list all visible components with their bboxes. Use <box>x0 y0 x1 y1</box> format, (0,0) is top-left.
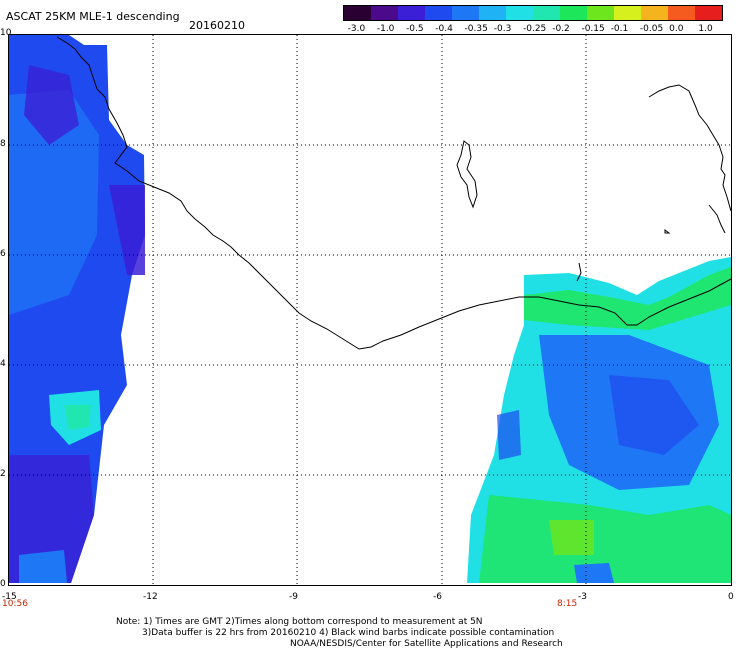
colorbar-label: -3.0 <box>347 24 366 34</box>
colorbar-segment <box>425 6 453 20</box>
map-area <box>8 34 732 586</box>
colorbar-segment <box>533 6 561 20</box>
time-left: 10:56 <box>2 599 28 609</box>
lat-tick-10: 10 <box>0 28 12 38</box>
colorbar-segment <box>641 6 669 20</box>
note-line-1: Note: 1) Times are GMT 2)Times along bot… <box>116 617 483 627</box>
lat-tick-4: 4 <box>0 359 6 369</box>
right-swath <box>467 257 731 583</box>
time-right: 8:15 <box>557 599 578 609</box>
colorbar-segment <box>695 6 722 20</box>
colorbar-label: -1.0 <box>376 24 395 34</box>
colorbar-label: -0.35 <box>464 24 488 34</box>
colorbar-segment <box>560 6 588 20</box>
note-line-2: 3)Data buffer is 22 hrs from 20160210 4)… <box>142 628 555 638</box>
note-line-3: NOAA/NESDIS/Center for Satellite Applica… <box>290 639 563 649</box>
colorbar-segment <box>344 6 372 20</box>
colorbar-segment <box>398 6 426 20</box>
lon-tick-0: 0 <box>728 592 734 602</box>
grid-lines <box>9 35 731 585</box>
colorbar-segment <box>479 6 507 20</box>
lat-tick-8: 8 <box>0 139 6 149</box>
map-svg <box>9 35 731 585</box>
colorbar-label: -0.2 <box>552 24 570 34</box>
coastline <box>56 36 731 350</box>
colorbar-label: -0.1 <box>610 24 629 34</box>
colorbar-segment <box>506 6 534 20</box>
lon-tick-neg6: -6 <box>433 592 442 602</box>
colorbar-segment <box>614 6 642 20</box>
colorbar-segment <box>452 6 480 20</box>
colorbar-segment <box>371 6 399 20</box>
colorbar-label: -0.3 <box>493 24 512 34</box>
colorbar-gradient <box>344 6 722 20</box>
lon-tick-neg9: -9 <box>289 592 298 602</box>
map-title: ASCAT 25KM MLE-1 descending <box>6 10 180 23</box>
colorbar-label: 1.0 <box>698 24 713 34</box>
colorbar-label: 0.0 <box>669 24 684 34</box>
colorbar <box>343 5 723 21</box>
map-date: 20160210 <box>189 19 245 32</box>
colorbar-label: -0.4 <box>435 24 453 34</box>
colorbar-label: -0.25 <box>523 24 547 34</box>
left-swath <box>9 35 145 583</box>
lon-tick-neg3: -3 <box>578 592 587 602</box>
colorbar-label: -0.15 <box>581 24 605 34</box>
lat-tick-2: 2 <box>0 469 6 479</box>
colorbar-label: -0.05 <box>639 24 664 34</box>
colorbar-label: -0.5 <box>406 24 424 34</box>
lat-tick-0: 0 <box>0 579 6 589</box>
colorbar-segment <box>587 6 615 20</box>
lon-tick-neg12: -12 <box>143 592 158 602</box>
colorbar-segment <box>668 6 696 20</box>
lat-tick-6: 6 <box>0 249 6 259</box>
lon-tick-neg15: -15 <box>2 592 17 602</box>
